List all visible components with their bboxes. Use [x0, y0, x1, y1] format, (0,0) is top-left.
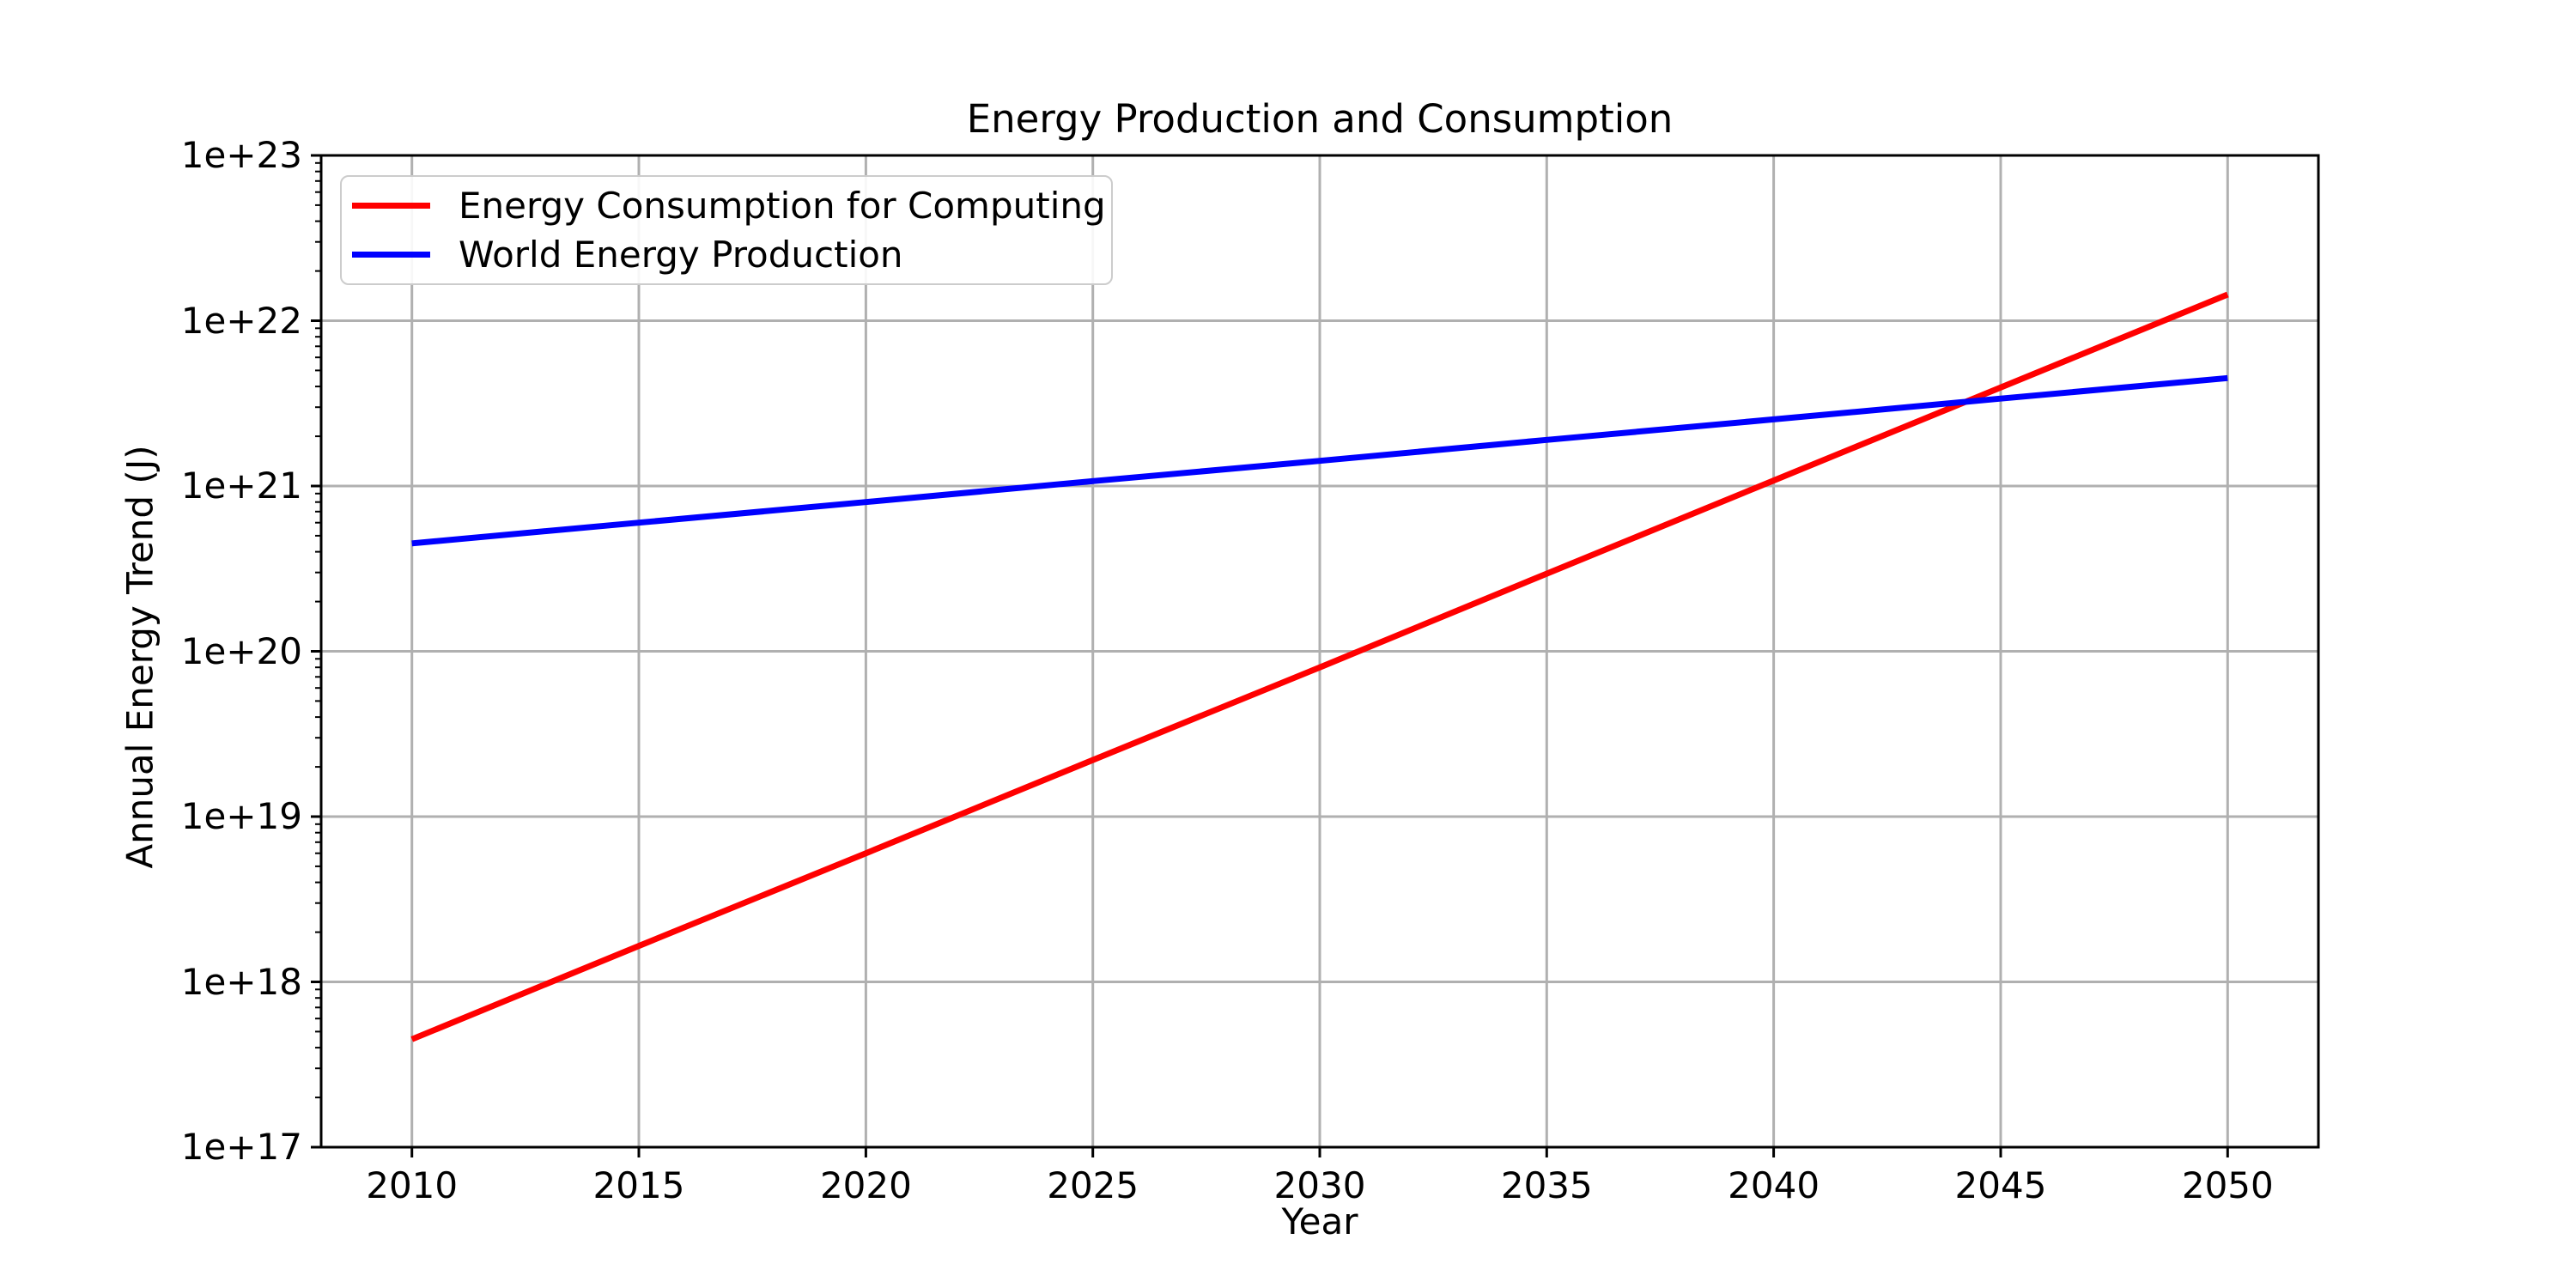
- y-tick-label-1e+21: 1e+21: [180, 465, 302, 507]
- legend-item: World Energy Production: [352, 230, 1101, 279]
- series-line-energy-consumption-for-computing: [410, 291, 2229, 1042]
- y-tick-label-1e+17: 1e+17: [180, 1126, 302, 1168]
- legend-line-sample-blue: [352, 252, 430, 258]
- x-tick-label-2045: 2045: [1954, 1164, 2047, 1206]
- x-tick-label-2030: 2030: [1273, 1164, 1366, 1206]
- x-tick-label-2035: 2035: [1500, 1164, 1593, 1206]
- x-tick-label-2025: 2025: [1047, 1164, 1139, 1206]
- y-tick-label-1e+20: 1e+20: [180, 629, 302, 672]
- legend-item: Energy Consumption for Computing: [352, 181, 1106, 230]
- y-axis-label: Annual Energy Trend (J): [118, 445, 161, 869]
- y-tick-label-1e+22: 1e+22: [180, 299, 302, 342]
- series-line-world-energy-production: [411, 374, 2228, 547]
- legend-item-label: World Energy Production: [459, 234, 903, 276]
- x-tick-label-2020: 2020: [819, 1164, 912, 1206]
- y-tick-label-1e+18: 1e+18: [180, 960, 302, 1003]
- x-axis-label: Year: [1281, 1200, 1358, 1242]
- axes-frame: [319, 154, 2320, 1149]
- y-tick-label-1e+23: 1e+23: [180, 134, 302, 176]
- legend-line-sample-red: [352, 203, 430, 209]
- y-tick-label-1e+19: 1e+19: [180, 795, 302, 837]
- legend-item-label: Energy Consumption for Computing: [459, 185, 1106, 227]
- chart-title: Energy Production and Consumption: [966, 96, 1674, 142]
- legend: Energy Consumption for Computing World E…: [340, 175, 1113, 285]
- x-tick-label-2010: 2010: [366, 1164, 459, 1206]
- x-tick-label-2015: 2015: [592, 1164, 685, 1206]
- x-tick-label-2050: 2050: [2181, 1164, 2274, 1206]
- x-tick-label-2040: 2040: [1728, 1164, 1820, 1206]
